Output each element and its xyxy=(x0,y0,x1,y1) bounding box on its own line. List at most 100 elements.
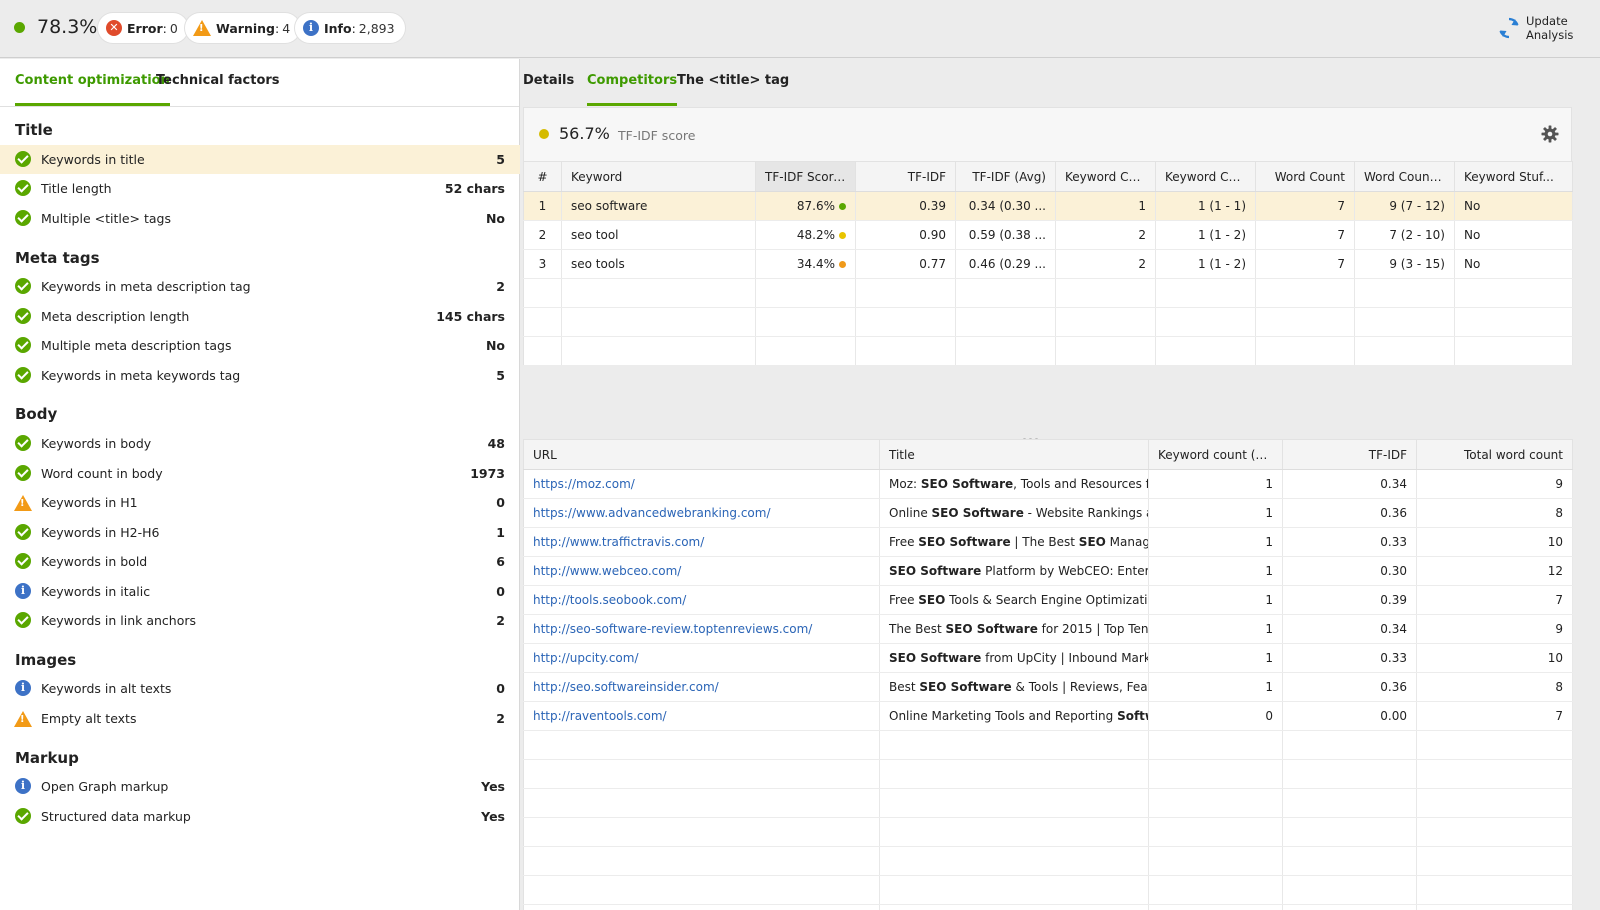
factor-label: Keywords in meta keywords tag xyxy=(41,368,241,383)
table-row[interactable]: https://moz.com/Moz: SEO Software, Tools… xyxy=(523,469,1573,499)
gear-icon[interactable] xyxy=(1541,125,1559,143)
table-row[interactable]: http://www.webceo.com/SEO Software Platf… xyxy=(523,556,1573,586)
table-row[interactable]: http://raventools.com/Online Marketing T… xyxy=(523,701,1573,731)
col-header-index[interactable]: # xyxy=(523,161,562,192)
cell-tfidf-avg: 0.34 (0.30 ... xyxy=(955,191,1056,221)
factor-row[interactable]: Multiple <title> tags No xyxy=(0,204,520,233)
factor-row[interactable]: Meta description length 145 chars xyxy=(0,302,520,331)
warning-filter-pill[interactable]: ! Warning: 4 xyxy=(185,13,301,43)
col-header-word-count-range[interactable]: Word Count (... xyxy=(1354,161,1455,192)
col-header-keyword[interactable]: Keyword xyxy=(561,161,756,192)
factor-row[interactable]: Word count in body 1973 xyxy=(0,459,520,488)
col-header-keyword-count-range[interactable]: Keyword Cou... xyxy=(1155,161,1256,192)
check-icon xyxy=(15,612,31,628)
refresh-icon xyxy=(1499,17,1519,39)
cell-url: https://moz.com/ xyxy=(523,469,880,499)
title-segment: from UpCity | Inbound Marketi xyxy=(981,651,1149,665)
cell-total-word-count: 7 xyxy=(1416,701,1573,731)
factor-row[interactable]: i Keywords in alt texts 0 xyxy=(0,674,520,703)
factor-row[interactable]: i Open Graph markup Yes xyxy=(0,772,520,801)
table-row[interactable]: 1 seo software 87.6% 0.39 0.34 (0.30 ...… xyxy=(523,191,1573,221)
factor-row[interactable]: ! Keywords in H1 0 xyxy=(0,488,520,517)
table-row[interactable]: http://tools.seobook.com/Free SEO Tools … xyxy=(523,585,1573,615)
cell-total-word-count: 12 xyxy=(1416,556,1573,586)
cell-word-count: 7 xyxy=(1255,249,1355,279)
competitor-url-link[interactable]: http://raventools.com/ xyxy=(533,709,667,723)
factor-label: Word count in body xyxy=(41,466,163,481)
table-row[interactable]: http://seo-software-review.toptenreviews… xyxy=(523,614,1573,644)
tab-competitors[interactable]: Competitors xyxy=(587,59,678,106)
empty-row xyxy=(523,759,1573,789)
competitor-url-link[interactable]: https://moz.com/ xyxy=(533,477,635,491)
factor-value: 2 xyxy=(496,279,505,294)
factor-row[interactable]: i Keywords in italic 0 xyxy=(0,577,520,606)
cell-title: SEO Software from UpCity | Inbound Marke… xyxy=(879,643,1149,673)
factor-row[interactable]: Keywords in bold 6 xyxy=(0,547,520,576)
competitor-url-link[interactable]: http://tools.seobook.com/ xyxy=(533,593,687,607)
empty-row xyxy=(523,846,1573,876)
competitor-url-link[interactable]: https://www.advancedwebranking.com/ xyxy=(533,506,771,520)
col-header-tfidf-avg[interactable]: TF-IDF (Avg) xyxy=(955,161,1056,192)
col-header-tfidf-score[interactable]: TF-IDF Score ▾ xyxy=(755,161,856,192)
competitor-url-link[interactable]: http://upcity.com/ xyxy=(533,651,639,665)
competitor-url-link[interactable]: http://seo-software-review.toptenreviews… xyxy=(533,622,813,636)
tfidf-score-card: 56.7% TF-IDF score xyxy=(523,107,1572,161)
col-header-keyword-stuffing[interactable]: Keyword Stuf... xyxy=(1454,161,1573,192)
table-row[interactable]: https://www.advancedwebranking.com/Onlin… xyxy=(523,498,1573,528)
update-analysis-button[interactable]: Update Analysis xyxy=(1498,14,1574,42)
status-dot xyxy=(839,261,846,268)
competitor-url-link[interactable]: http://seo.softwareinsider.com/ xyxy=(533,680,719,694)
factor-row[interactable]: Multiple meta description tags No xyxy=(0,331,520,360)
cell-tfidf: 0.77 xyxy=(855,249,956,279)
error-filter-pill[interactable]: ✕ Error: 0 xyxy=(98,13,188,43)
factor-row[interactable]: Keywords in H2-H6 1 xyxy=(0,518,520,547)
table-row[interactable]: http://seo.softwareinsider.com/Best SEO … xyxy=(523,672,1573,702)
factor-value: 0 xyxy=(496,495,505,510)
table-row[interactable]: http://www.traffictravis.com/Free SEO So… xyxy=(523,527,1573,557)
info-icon: i xyxy=(15,583,31,599)
factor-label: Keywords in H2-H6 xyxy=(41,525,160,540)
factor-row[interactable]: Keywords in meta description tag 2 xyxy=(0,272,520,301)
col-header-tfidf[interactable]: TF-IDF xyxy=(855,161,956,192)
col-header-keyword-count[interactable]: Keyword Cou... xyxy=(1055,161,1156,192)
table-row[interactable]: http://upcity.com/SEO Software from UpCi… xyxy=(523,643,1573,673)
factor-value: 1 xyxy=(496,525,505,540)
tab-technical-factors[interactable]: Technical factors xyxy=(156,73,280,88)
tab-details[interactable]: Details xyxy=(523,73,575,88)
table-row[interactable]: 3 seo tools 34.4% 0.77 0.46 (0.29 ... 2 … xyxy=(523,249,1573,279)
factor-row[interactable]: Title length 52 chars xyxy=(0,174,520,203)
tab-title-tag[interactable]: The <title> tag xyxy=(677,73,790,88)
cell-url: https://www.advancedwebranking.com/ xyxy=(523,498,880,528)
tab-content-optimization[interactable]: Content optimization xyxy=(15,59,170,106)
competitor-table-header: URL Title Keyword count (Avg) TF-IDF Tot… xyxy=(523,439,1573,470)
factor-value: Yes xyxy=(481,779,505,794)
cell-word-count: 7 xyxy=(1255,220,1355,250)
info-filter-pill[interactable]: i Info: 2,893 xyxy=(295,13,405,43)
col-header-competitor-tfidf[interactable]: TF-IDF xyxy=(1282,439,1417,470)
title-segment: Platform by WebCEO: Enterpris xyxy=(985,564,1147,578)
factor-label: Keywords in link anchors xyxy=(41,613,196,628)
table-row[interactable]: 2 seo tool 48.2% 0.90 0.59 (0.38 ... 2 1… xyxy=(523,220,1573,250)
factor-row[interactable]: Keywords in title 5 xyxy=(0,145,520,174)
title-segment: SEO xyxy=(1078,535,1106,549)
competitor-url-link[interactable]: http://www.webceo.com/ xyxy=(533,564,682,578)
empty-row xyxy=(523,278,1573,308)
factor-row[interactable]: Keywords in link anchors 2 xyxy=(0,606,520,635)
col-header-keyword-count-avg[interactable]: Keyword count (Avg) xyxy=(1148,439,1283,470)
factor-value: 0 xyxy=(496,584,505,599)
competitor-url-link[interactable]: http://www.traffictravis.com/ xyxy=(533,535,705,549)
col-header-url[interactable]: URL xyxy=(523,439,880,470)
error-label: Error xyxy=(127,20,163,36)
factor-row[interactable]: ! Empty alt texts 2 xyxy=(0,704,520,733)
col-header-title[interactable]: Title xyxy=(879,439,1149,470)
col-header-word-count[interactable]: Word Count xyxy=(1255,161,1355,192)
cell-keyword-count-avg: 1 xyxy=(1148,643,1283,673)
error-count: 0 xyxy=(169,20,178,36)
factor-row[interactable]: Keywords in body 48 xyxy=(0,429,520,458)
factor-row[interactable]: Structured data markup Yes xyxy=(0,802,520,831)
factor-label: Keywords in meta description tag xyxy=(41,279,251,294)
cell-keyword-stuffing: No xyxy=(1454,249,1573,279)
factor-row[interactable]: Keywords in meta keywords tag 5 xyxy=(0,361,520,390)
factor-value: 5 xyxy=(496,368,505,383)
col-header-total-word-count[interactable]: Total word count xyxy=(1416,439,1573,470)
